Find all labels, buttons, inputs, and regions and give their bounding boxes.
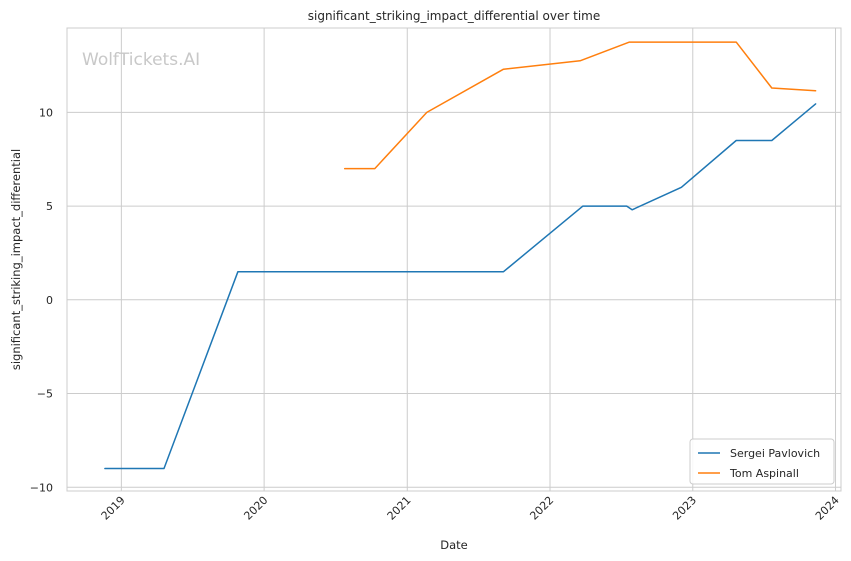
series-line-tom-aspinall [343,41,817,170]
y-tick-label-5: 5 [46,200,53,213]
y-tick-label-0: 0 [46,294,53,307]
plot-frame [66,27,842,492]
y-tick-label--10: −10 [30,481,53,494]
x-gridlines [120,28,837,491]
y-axis-title: significant_striking_impact_differential [9,149,23,370]
legend-box [689,438,835,485]
y-axis-ticks: −10 −5 0 5 10 [30,106,53,494]
series-line-sergei-pavlovich [104,103,817,470]
y-gridlines [67,111,841,488]
watermark-text: WolfTickets.AI [82,50,200,70]
y-tick-label--5: −5 [37,388,53,401]
series-layer [104,41,817,470]
y-tick-label-10: 10 [39,106,53,119]
x-axis-title: Date [440,538,468,552]
legend: Sergei Pavlovich Tom Aspinall [689,438,835,485]
chart-title: significant_striking_impact_differential… [308,9,600,23]
legend-label-sergei-pavlovich: Sergei Pavlovich [730,447,820,460]
legend-label-tom-aspinall: Tom Aspinall [729,467,799,480]
